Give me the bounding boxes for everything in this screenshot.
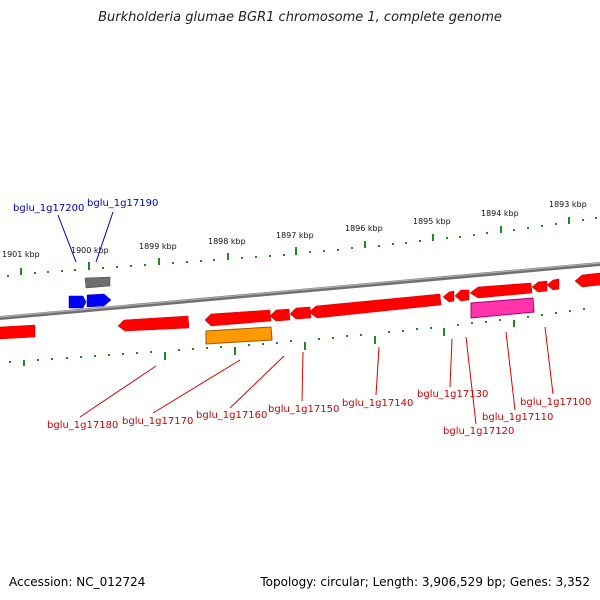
gene-label-bglu-1g17120[interactable]: bglu_1g17120 xyxy=(443,426,514,437)
kbp-label: 1901 kbp xyxy=(2,250,40,259)
kbp-label: 1898 kbp xyxy=(208,237,246,246)
grey-feature[interactable] xyxy=(84,276,111,289)
reverse-leaders xyxy=(79,326,554,425)
gene-label-bglu-1g17130[interactable]: bglu_1g17130 xyxy=(417,389,488,400)
kbp-label: 1897 kbp xyxy=(276,231,314,240)
gene-label-bglu-1g17140[interactable]: bglu_1g17140 xyxy=(342,398,413,409)
reverse-cds-group xyxy=(0,272,600,340)
accession-text: Accession: NC_012724 xyxy=(9,575,146,589)
cds-arrow[interactable] xyxy=(269,308,291,322)
magenta-feature[interactable] xyxy=(470,297,535,319)
forward-leaders xyxy=(57,211,114,263)
upper-ruler xyxy=(7,217,597,277)
cds-arrow[interactable] xyxy=(531,280,548,293)
cds-arrow[interactable] xyxy=(469,282,533,299)
cds-arrow[interactable] xyxy=(454,289,470,302)
gene-label-bglu-1g17170[interactable]: bglu_1g17170 xyxy=(122,416,193,427)
gene-label-bglu-1g17160[interactable]: bglu_1g17160 xyxy=(196,410,267,421)
cds-arrow[interactable] xyxy=(442,290,455,303)
cds-arrow[interactable] xyxy=(0,324,36,340)
cds-arrow[interactable] xyxy=(117,315,190,332)
cds-arrow[interactable] xyxy=(546,278,560,291)
gene-label-bglu-1g17150[interactable]: bglu_1g17150 xyxy=(268,404,339,415)
cds-arrow[interactable] xyxy=(204,309,272,327)
map-title: Burkholderia glumae BGR1 chromosome 1, c… xyxy=(98,10,502,25)
kbp-label: 1893 kbp xyxy=(549,200,587,209)
cds-arrow[interactable] xyxy=(574,272,600,288)
gene-label-bglu-1g17180[interactable]: bglu_1g17180 xyxy=(47,420,118,431)
kbp-label: 1894 kbp xyxy=(481,209,519,218)
kbp-label: 1895 kbp xyxy=(413,217,451,226)
gene-label-bglu-1g17190[interactable]: bglu_1g17190 xyxy=(87,198,158,209)
gene-bglu-1g17200[interactable] xyxy=(68,295,87,309)
lower-ruler xyxy=(9,308,585,366)
kbp-label: 1900 kbp xyxy=(71,246,109,255)
gene-label-bglu-1g17100[interactable]: bglu_1g17100 xyxy=(520,397,591,408)
gene-bglu-1g17190[interactable] xyxy=(86,293,112,308)
cds-arrow[interactable] xyxy=(289,306,312,320)
kbp-label: 1899 kbp xyxy=(139,242,177,251)
orange-feature[interactable] xyxy=(205,326,273,345)
gene-label-bglu-1g17200[interactable]: bglu_1g17200 xyxy=(13,203,84,214)
genome-summary: Topology: circular; Length: 3,906,529 bp… xyxy=(260,575,590,589)
kbp-label: 1896 kbp xyxy=(345,224,383,233)
gene-label-bglu-1g17110[interactable]: bglu_1g17110 xyxy=(482,412,553,423)
cds-arrow[interactable] xyxy=(308,293,442,319)
